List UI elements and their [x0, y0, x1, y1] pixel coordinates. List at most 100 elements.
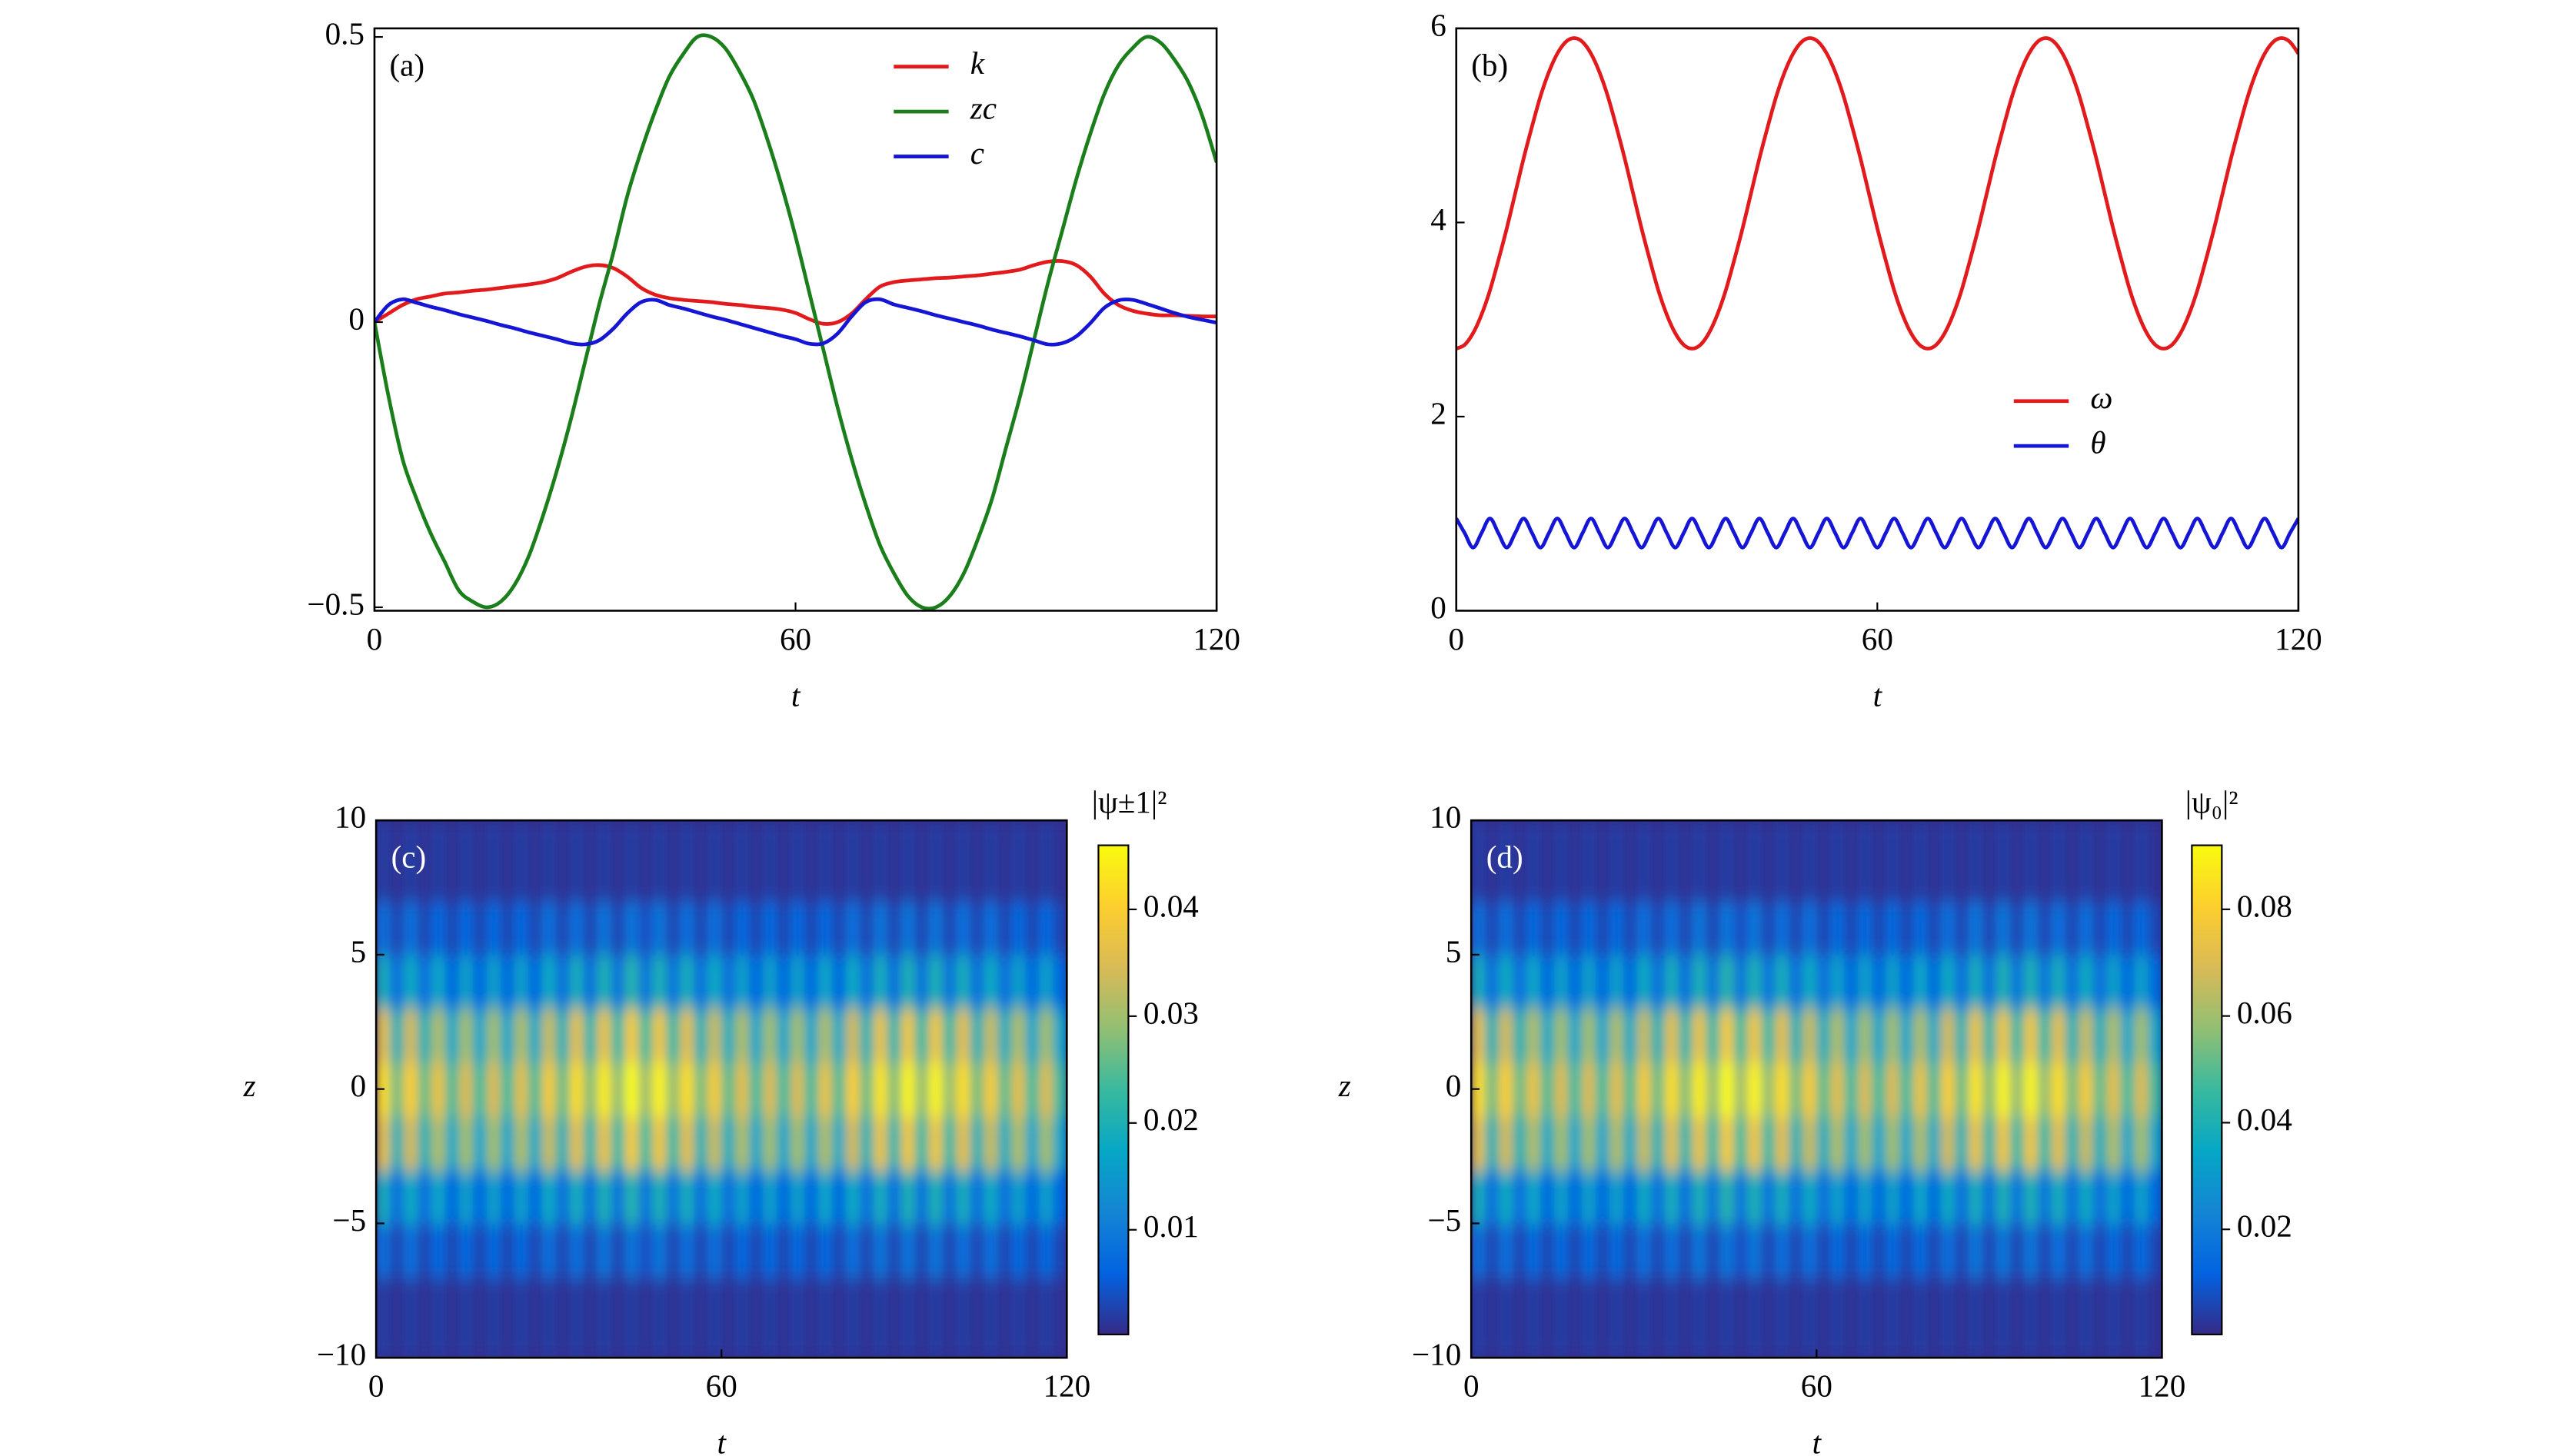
panel — [376, 820, 1067, 1358]
heatmap-cell — [1789, 954, 1804, 1010]
heatmap-cell — [2148, 1169, 2162, 1225]
heatmap-cell — [514, 954, 530, 1010]
heatmap-cell — [928, 1169, 944, 1225]
heatmap-cell — [583, 1169, 598, 1225]
heatmap-cell — [900, 1008, 917, 1063]
heatmap-cell — [1747, 1223, 1762, 1278]
heatmap-cell — [763, 900, 778, 956]
heatmap-cell — [444, 820, 461, 903]
heatmap-cell — [2148, 1115, 2162, 1171]
heatmap-cell — [804, 1115, 820, 1171]
heatmap-cell — [555, 1223, 571, 1278]
heatmap-cell — [777, 1062, 792, 1117]
heatmap-cell — [444, 1115, 461, 1171]
heatmap-cell — [956, 1169, 971, 1225]
heatmap-cell — [984, 1062, 999, 1117]
heatmap-cell — [638, 1062, 654, 1117]
heatmap-cell — [1039, 1169, 1054, 1225]
heatmap-cell — [1678, 1223, 1693, 1278]
heatmap-cell — [1968, 900, 1984, 956]
heatmap-cell — [2106, 1277, 2122, 1358]
heatmap-cell — [569, 954, 584, 1010]
heatmap-cell — [763, 820, 778, 903]
heatmap-cell — [1886, 1277, 1901, 1358]
heatmap-cell — [928, 900, 944, 956]
y-tick-label: 0.5 — [325, 15, 364, 51]
heatmap-cell — [1526, 1169, 1542, 1225]
heatmap-cell — [1954, 1008, 1970, 1063]
heatmap-cell — [418, 1062, 433, 1117]
heatmap-cell — [2148, 1062, 2162, 1117]
heatmap-cell — [2092, 1062, 2108, 1117]
heatmap-cell — [1664, 1062, 1679, 1117]
heatmap-cell — [694, 954, 709, 1010]
heatmap-cell — [376, 1008, 391, 1063]
heatmap-cell — [514, 1062, 530, 1117]
heatmap-cell — [791, 1115, 806, 1171]
heatmap-cell — [1595, 1115, 1611, 1171]
heatmap-cell — [1816, 1277, 1832, 1358]
heatmap-cell — [569, 1115, 584, 1171]
heatmap-cell — [1719, 954, 1735, 1010]
heatmap-cell — [583, 900, 598, 956]
heatmap-cell — [569, 1277, 584, 1358]
heatmap-cell — [1719, 1062, 1735, 1117]
heatmap-cell — [2009, 1008, 2025, 1063]
heatmap-cell — [1692, 1277, 1707, 1358]
heatmap-cell — [1485, 1115, 1500, 1171]
heatmap-cell — [1706, 1115, 1721, 1171]
heatmap-cell — [1858, 1277, 1873, 1358]
heatmap-cell — [817, 954, 834, 1010]
heatmap-cell — [1581, 820, 1597, 903]
heatmap-cell — [1692, 1115, 1707, 1171]
heatmap-cell — [390, 1115, 405, 1171]
heatmap-cell — [1761, 1277, 1776, 1358]
heatmap-cell — [735, 900, 751, 956]
heatmap-cell — [1858, 1008, 1873, 1063]
heatmap-cell — [1554, 954, 1569, 1010]
heatmap-cell — [817, 1115, 834, 1171]
heatmap-cell — [791, 900, 806, 956]
heatmap-cell — [694, 1008, 709, 1063]
heatmap-cell — [1540, 900, 1556, 956]
heatmap-cell — [804, 820, 820, 903]
heatmap-cell — [1471, 820, 1486, 903]
heatmap-cell — [1581, 1008, 1597, 1063]
heatmap-cell — [666, 900, 681, 956]
heatmap-cell — [2009, 1223, 2025, 1278]
heatmap-cell — [997, 1169, 1013, 1225]
y-tick-label: 0 — [348, 301, 364, 336]
heatmap-cell — [1595, 1277, 1611, 1358]
heatmap-cell — [845, 900, 861, 956]
heatmap-cell — [1995, 1062, 2012, 1117]
heatmap-cell — [1025, 954, 1040, 1010]
heatmap-cell — [472, 1062, 488, 1117]
heatmap-cell — [418, 820, 433, 903]
heatmap-cell — [583, 820, 598, 903]
heatmap-cell — [942, 1169, 957, 1225]
heatmap-cell — [638, 1169, 654, 1225]
heatmap-cell — [694, 1169, 709, 1225]
heatmap-cell — [486, 1277, 502, 1358]
heatmap-cell — [1858, 900, 1873, 956]
heatmap-cell — [763, 1223, 778, 1278]
heatmap-cell — [1664, 1169, 1679, 1225]
heatmap-cell — [1039, 1062, 1054, 1117]
heatmap-cell — [1664, 1008, 1679, 1063]
heatmap-cell — [652, 820, 667, 903]
heatmap-cell — [638, 954, 654, 1010]
heatmap-cell — [390, 900, 405, 956]
heatmap-cell — [2065, 1115, 2080, 1171]
heatmap-cell — [942, 1115, 957, 1171]
heatmap-cell — [555, 1169, 571, 1225]
heatmap-cell — [2009, 1277, 2025, 1358]
x-tick-label: 120 — [1193, 621, 1240, 657]
heatmap-cell — [956, 1115, 971, 1171]
heatmap-cell — [1968, 1008, 1984, 1063]
y-tick-label: 0 — [351, 1068, 367, 1103]
heatmap-cell — [431, 820, 447, 903]
heatmap-cell — [1581, 954, 1597, 1010]
heatmap-cell — [472, 820, 488, 903]
heatmap-cell — [404, 1115, 419, 1171]
heatmap-cell — [1872, 1062, 1887, 1117]
